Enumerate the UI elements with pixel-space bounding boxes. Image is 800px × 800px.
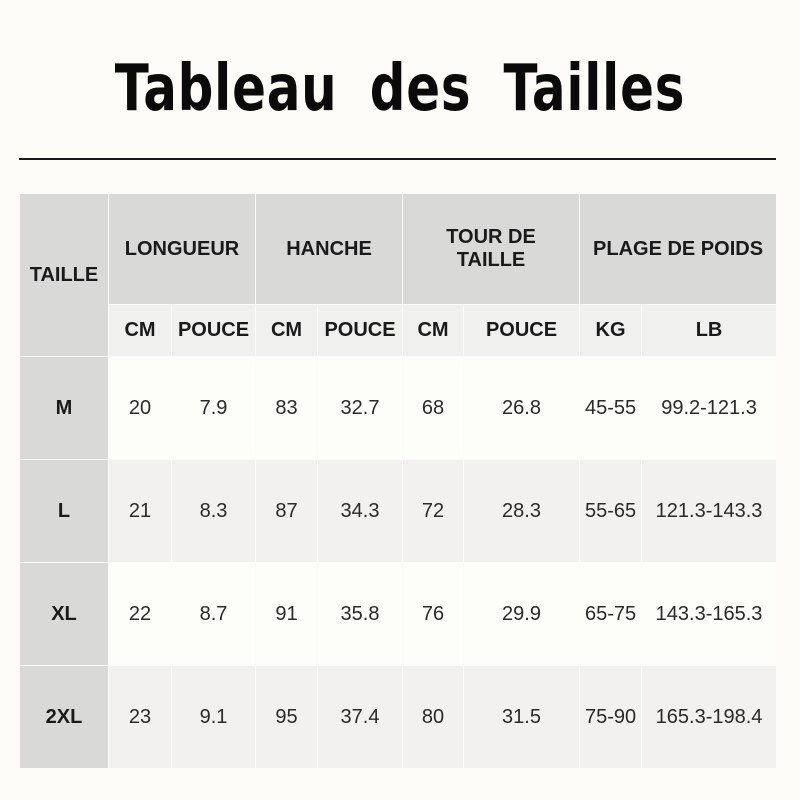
table-cell: 83: [255, 356, 319, 460]
header-hip: HANCHE: [255, 193, 404, 305]
size-label: L: [19, 459, 109, 563]
table-row: 2XL 23 9.1 95 37.4 80 31.5 75-90 165.3-198.4: [19, 665, 778, 769]
table-cell: 37.4: [317, 665, 404, 769]
subheader: POUCE: [463, 304, 581, 357]
table-cell: 8.3: [170, 459, 257, 563]
table-cell: 72: [402, 459, 465, 563]
header-length: LONGUEUR: [107, 193, 257, 305]
table-cell: 23: [108, 665, 172, 769]
subheader: LB: [641, 304, 778, 357]
table-cell: 22: [108, 562, 172, 666]
table-cell: 143.3-165.3: [641, 562, 778, 666]
subheader: POUCE: [170, 304, 257, 357]
table-cell: 87: [255, 459, 319, 563]
table-cell: 91: [255, 562, 319, 666]
subheader: CM: [108, 304, 172, 357]
header-size: TAILLE: [19, 193, 109, 357]
divider: [19, 158, 776, 160]
subheader: POUCE: [317, 304, 404, 357]
table-cell: 121.3-143.3: [641, 459, 778, 563]
table-cell: 80: [402, 665, 465, 769]
table-row: L 21 8.3 87 34.3 72 28.3 55-65 121.3-143.3: [19, 459, 778, 563]
table-row: XL 22 8.7 91 35.8 76 29.9 65-75 143.3-165.3: [19, 562, 778, 666]
table-cell: 65-75: [579, 562, 643, 666]
header-waist: TOUR DE TAILLE: [402, 193, 581, 305]
size-label: XL: [19, 562, 109, 666]
header-weight-range: PLAGE DE POIDS: [579, 193, 778, 305]
table-cell: 35.8: [317, 562, 404, 666]
table-cell: 76: [402, 562, 465, 666]
table-cell: 95: [255, 665, 319, 769]
table-row: M 20 7.9 83 32.7 68 26.8 45-55 99.2-121.3: [19, 356, 778, 460]
table-cell: 7.9: [170, 356, 257, 460]
table-cell: 9.1: [170, 665, 257, 769]
table-cell: 68: [402, 356, 465, 460]
table-cell: 32.7: [317, 356, 404, 460]
table-cell: 55-65: [579, 459, 643, 563]
page-title: Tableau des Tailles: [114, 52, 686, 126]
table-cell: 29.9: [463, 562, 581, 666]
table-cell: 75-90: [579, 665, 643, 769]
subheader: CM: [402, 304, 465, 357]
table-cell: 28.3: [463, 459, 581, 563]
table-cell: 34.3: [317, 459, 404, 563]
size-label: M: [19, 356, 109, 460]
size-label: 2XL: [19, 665, 109, 769]
table-cell: 165.3-198.4: [641, 665, 778, 769]
subheader: CM: [255, 304, 319, 357]
subheader: KG: [579, 304, 643, 357]
table-cell: 99.2-121.3: [641, 356, 778, 460]
table-cell: 21: [108, 459, 172, 563]
table-cell: 26.8: [463, 356, 581, 460]
table-cell: 31.5: [463, 665, 581, 769]
table-cell: 8.7: [170, 562, 257, 666]
table-cell: 20: [108, 356, 172, 460]
table-cell: 45-55: [579, 356, 643, 460]
size-chart-table: TAILLE LONGUEUR HANCHE TOUR DE TAILLE PL…: [19, 193, 778, 769]
